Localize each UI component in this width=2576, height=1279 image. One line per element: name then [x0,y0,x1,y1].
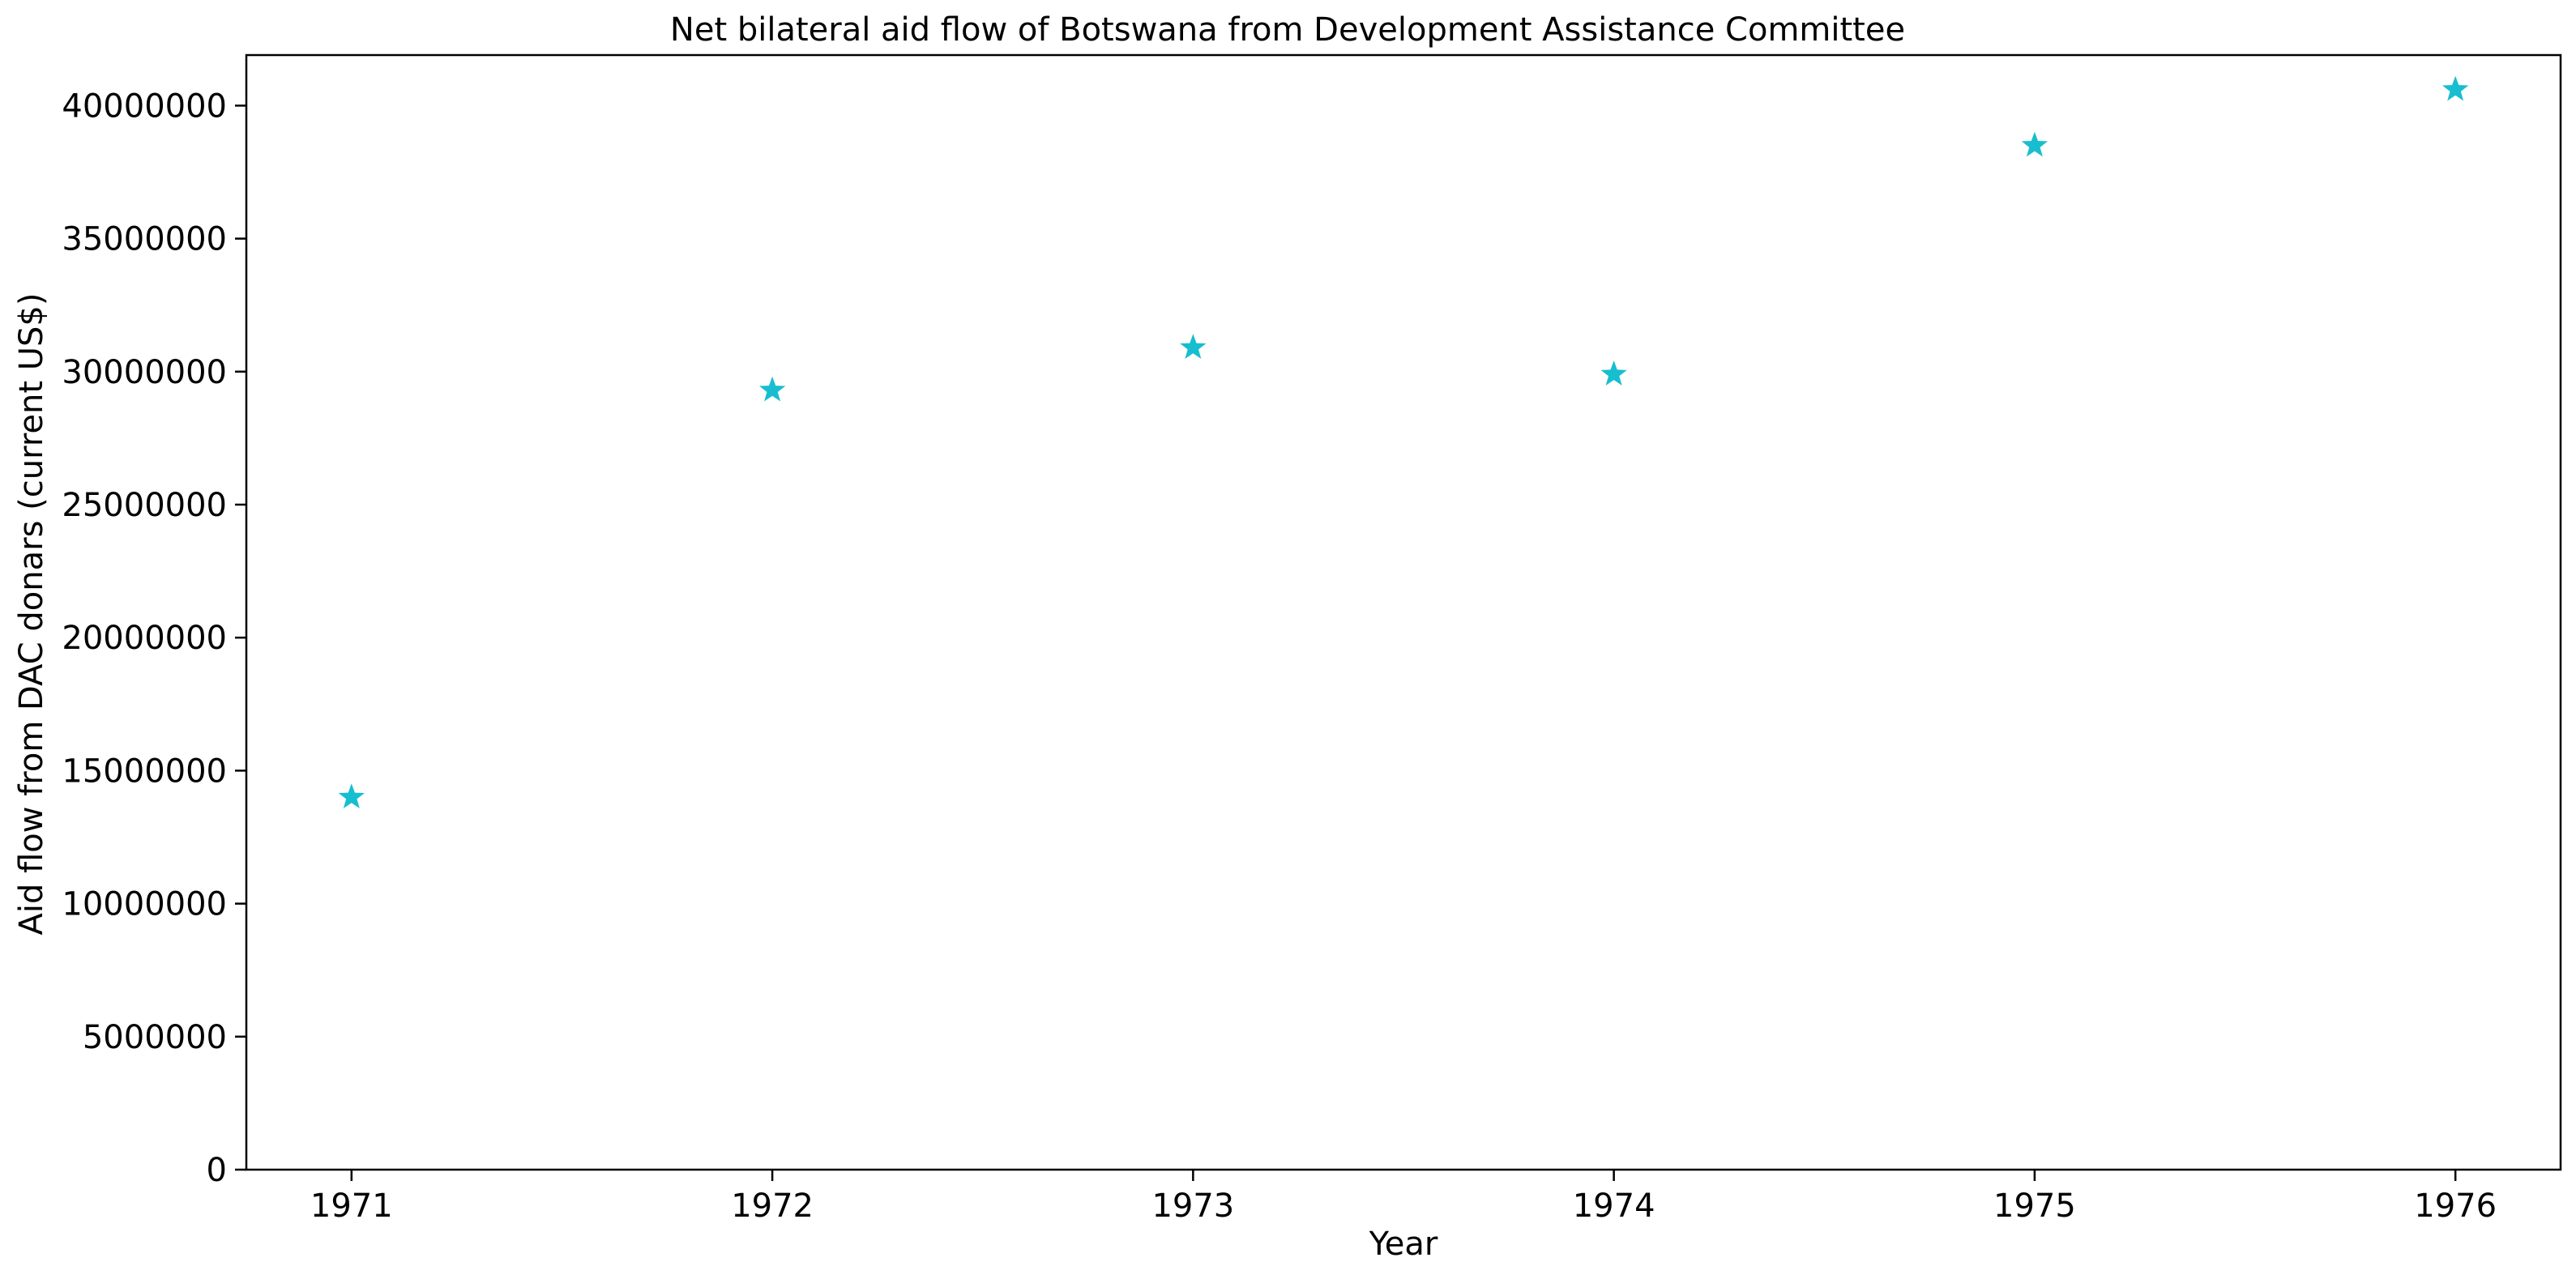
data-point-star [2021,131,2048,157]
x-tick-label: 1971 [310,1187,393,1225]
x-tick-label: 1975 [1993,1187,2076,1225]
x-tick-label: 1976 [2414,1187,2497,1225]
x-axis: 1971 1972 1973 1974 1975 1976 [310,1170,2497,1225]
y-tick-label: 10000000 [62,886,227,923]
data-point-star [1180,334,1207,359]
y-tick-label: 40000000 [62,87,227,125]
data-series [338,75,2469,808]
y-tick-label: 30000000 [62,354,227,391]
plot-frame [245,53,2562,1171]
x-tick-label: 1974 [1573,1187,1655,1225]
y-axis-label: Aid flow from DAC donars (current US$) [13,293,50,936]
data-point-star [758,376,786,402]
y-tick-label: 15000000 [62,752,227,790]
y-tick-label: 0 [207,1152,227,1189]
y-axis: 0 5000000 10000000 15000000 20000000 25000000… [62,87,246,1189]
x-tick-label: 1972 [731,1187,814,1225]
y-tick-label: 35000000 [62,221,227,258]
x-axis-label: Year [1369,1226,1438,1263]
y-tick-label: 5000000 [83,1019,227,1056]
data-point-star [338,783,365,808]
x-tick-label: 1973 [1151,1187,1234,1225]
plot-area [245,53,2562,1171]
data-point-star [1600,360,1627,386]
chart-title: Net bilateral aid flow of Botswana from … [670,11,1905,49]
y-tick-label: 20000000 [62,620,227,657]
y-tick-label: 25000000 [62,487,227,524]
data-point-star [2442,75,2469,101]
